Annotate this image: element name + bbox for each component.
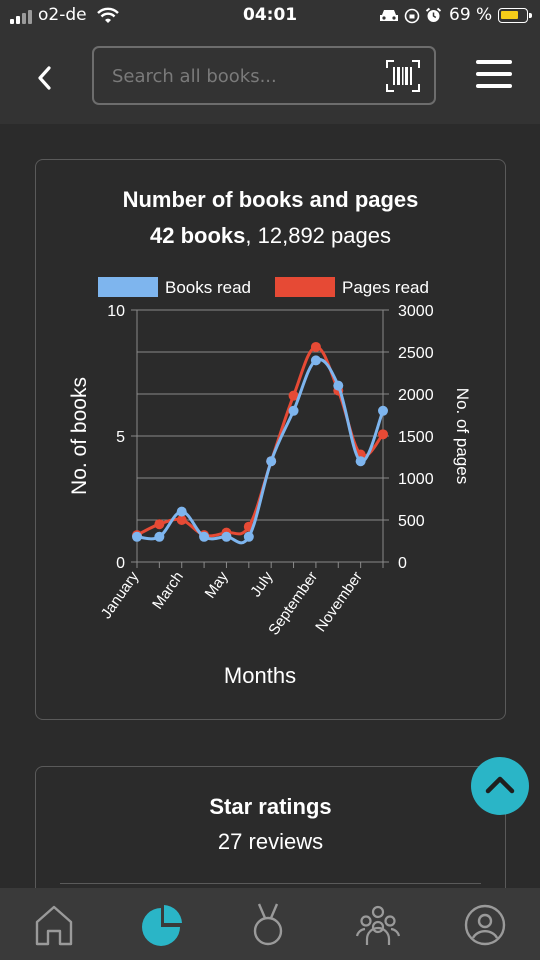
x-axis-tick-label: March — [149, 569, 187, 613]
top-bar — [0, 32, 540, 124]
pages-count: 12,892 pages — [257, 223, 391, 248]
battery-icon — [498, 8, 532, 23]
back-chevron-icon[interactable] — [36, 65, 54, 91]
ratings-title: Star ratings — [209, 794, 332, 819]
legend-swatch — [98, 277, 158, 297]
right-axis-tick-label: 1500 — [398, 429, 434, 446]
right-axis-tick-label: 3000 — [398, 303, 434, 320]
profile-icon[interactable] — [460, 900, 510, 950]
series-line-books — [136, 357, 385, 545]
card-title: Number of books and pages — [122, 187, 419, 212]
data-point-books — [221, 531, 232, 542]
cellular-signal-icon — [10, 10, 34, 24]
community-icon[interactable] — [353, 900, 403, 950]
statistics-pie-icon[interactable] — [136, 900, 186, 950]
left-axis-tick-label: 5 — [116, 429, 125, 446]
books-pages-card: Number of books and pages 42 books, 12,8… — [35, 159, 506, 720]
search-box[interactable] — [92, 46, 436, 105]
right-axis-title: No. of pages — [453, 388, 472, 484]
x-axis-title: Months — [224, 663, 296, 688]
legend-swatch — [275, 277, 335, 297]
carrier-name: o2-de — [38, 5, 87, 25]
data-point-books — [333, 380, 344, 391]
books-count: 42 books — [150, 223, 246, 248]
divider — [60, 883, 481, 884]
alarm-icon — [425, 7, 442, 22]
x-axis-tick-label: January — [98, 568, 143, 622]
data-point-books — [243, 531, 254, 542]
legend-label: Pages read — [342, 278, 429, 297]
data-point-pages — [378, 429, 388, 440]
search-input[interactable] — [112, 62, 372, 90]
left-axis-tick-label: 0 — [116, 555, 125, 572]
right-axis-tick-label: 2500 — [398, 345, 434, 362]
scroll-to-top-button[interactable] — [471, 757, 529, 815]
battery-percent: 69 % — [449, 5, 493, 25]
orientation-lock-icon — [404, 8, 420, 24]
car-icon — [380, 10, 398, 21]
hamburger-menu-icon[interactable] — [476, 60, 512, 90]
books-pages-chart: 0 500 1000 1500 2000 2500 3000 0 5 10 January March… — [68, 277, 472, 688]
data-point-books — [154, 531, 165, 542]
bottom-nav — [0, 888, 540, 960]
left-axis-tick-label: 10 — [107, 303, 125, 320]
data-point-books — [176, 506, 187, 517]
right-axis-tick-label: 0 — [398, 555, 407, 572]
right-axis-tick-label: 2000 — [398, 387, 434, 404]
data-point-pages — [176, 515, 187, 525]
data-point-pages — [310, 341, 321, 352]
data-point-pages — [154, 519, 165, 530]
data-point-books — [355, 456, 366, 467]
legend-label: Books read — [165, 278, 251, 297]
data-point-books — [132, 531, 142, 542]
right-axis-tick-label: 500 — [398, 513, 425, 530]
left-axis-title: No. of books — [68, 377, 91, 495]
x-axis-tick-label: May — [202, 568, 232, 601]
data-point-books — [378, 405, 388, 416]
x-axis-tick-label: July — [247, 568, 277, 600]
wifi-icon — [97, 7, 119, 23]
chevron-up-icon — [485, 776, 515, 794]
data-point-books — [288, 405, 299, 416]
barcode-scan-icon[interactable] — [386, 60, 420, 92]
ratings-count: 27 reviews — [217, 829, 324, 854]
data-point-books — [266, 456, 277, 467]
data-point-books — [199, 531, 210, 542]
card-summary: 42 books, 12,892 pages — [150, 223, 391, 248]
medal-icon[interactable] — [243, 900, 293, 950]
right-axis-tick-label: 1000 — [398, 471, 434, 488]
clock: 04:01 — [243, 5, 298, 25]
data-point-books — [310, 355, 321, 366]
data-point-pages — [288, 390, 299, 401]
status-bar: o2-de 04:01 69 % — [0, 0, 540, 32]
home-icon[interactable] — [29, 900, 79, 950]
